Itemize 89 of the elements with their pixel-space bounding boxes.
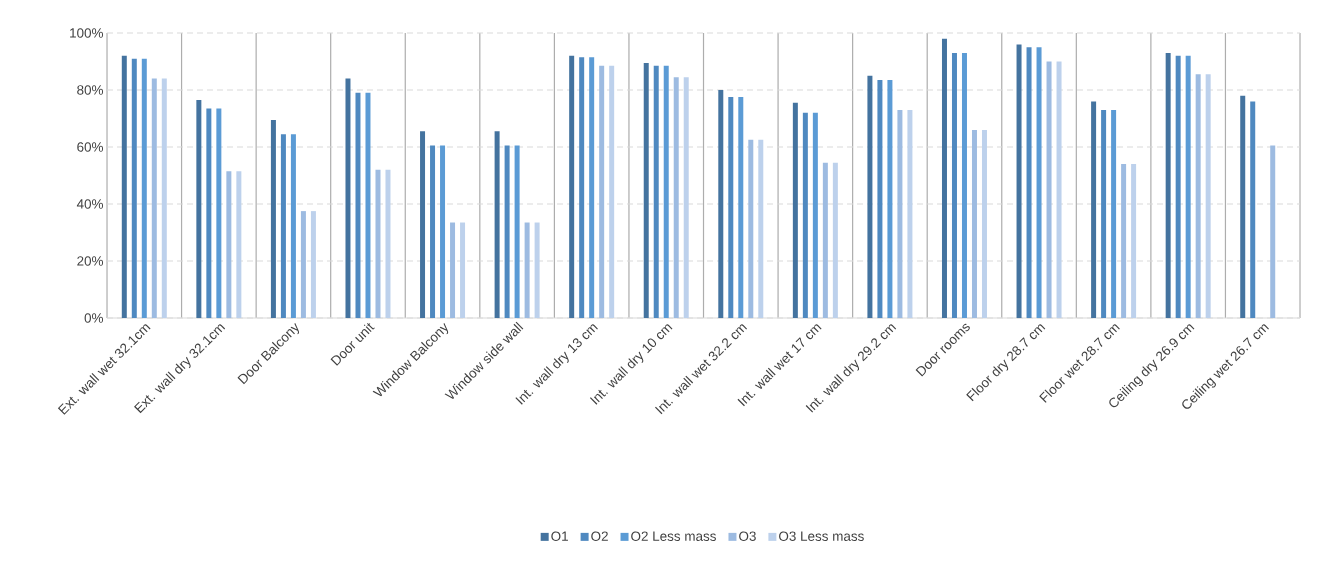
bar bbox=[887, 80, 893, 318]
bar bbox=[450, 222, 456, 318]
bar bbox=[440, 145, 446, 318]
bar bbox=[460, 222, 466, 318]
bar bbox=[1131, 164, 1137, 318]
bar bbox=[971, 129, 977, 318]
bar bbox=[151, 78, 157, 318]
bar bbox=[832, 162, 838, 318]
bar bbox=[430, 145, 436, 318]
bar bbox=[290, 134, 296, 318]
y-tick-label: 100% bbox=[70, 28, 104, 38]
bar bbox=[897, 109, 903, 318]
bar bbox=[738, 97, 744, 318]
bar bbox=[802, 112, 808, 318]
y-tick-label: 60% bbox=[77, 142, 104, 152]
bar bbox=[504, 145, 510, 318]
bar bbox=[141, 58, 147, 318]
bar bbox=[196, 99, 202, 318]
bar bbox=[226, 171, 232, 318]
bar bbox=[792, 102, 798, 318]
bar bbox=[365, 92, 371, 318]
bar bbox=[599, 65, 605, 318]
bar bbox=[1185, 55, 1191, 318]
bar bbox=[728, 97, 734, 318]
bar bbox=[981, 129, 987, 318]
bar bbox=[758, 139, 764, 318]
bar bbox=[345, 78, 351, 318]
bar bbox=[300, 211, 306, 318]
bar bbox=[951, 52, 957, 318]
bar bbox=[877, 80, 883, 318]
bar bbox=[822, 162, 828, 318]
bar bbox=[643, 62, 649, 318]
bar bbox=[270, 119, 276, 318]
bar bbox=[524, 222, 530, 318]
bar bbox=[1250, 101, 1256, 318]
bar bbox=[1175, 55, 1181, 318]
bar bbox=[1036, 47, 1042, 318]
y-tick-label: 80% bbox=[77, 85, 104, 95]
bar bbox=[609, 65, 615, 318]
bar bbox=[1046, 61, 1052, 318]
y-tick-label: 0% bbox=[84, 313, 104, 323]
bar bbox=[1270, 145, 1276, 318]
bar bbox=[589, 57, 595, 318]
bar bbox=[1195, 74, 1201, 318]
bar bbox=[161, 78, 167, 318]
y-tick-label: 20% bbox=[77, 256, 104, 266]
bar bbox=[961, 52, 967, 318]
bar bbox=[1205, 74, 1211, 318]
bar bbox=[131, 58, 137, 318]
bar bbox=[206, 108, 212, 318]
bar bbox=[121, 55, 127, 318]
bar bbox=[1111, 109, 1117, 318]
bar bbox=[1165, 52, 1171, 318]
bar bbox=[494, 131, 500, 318]
legend-label: O2 Less mass bbox=[631, 531, 716, 541]
bar bbox=[907, 109, 913, 318]
bar bbox=[534, 222, 540, 318]
bar bbox=[653, 65, 659, 318]
bar bbox=[420, 131, 426, 318]
bar bbox=[941, 38, 947, 318]
bar bbox=[812, 112, 818, 318]
bar bbox=[1091, 101, 1097, 318]
legend-label: O1 bbox=[551, 531, 568, 541]
bar bbox=[579, 57, 585, 318]
bar bbox=[1026, 47, 1032, 318]
bar bbox=[683, 77, 689, 318]
bar bbox=[569, 55, 575, 318]
legend-label: O2 bbox=[591, 531, 608, 541]
y-tick-label: 40% bbox=[76, 199, 104, 209]
bar bbox=[1101, 109, 1107, 318]
legend-label: O3 Less mass bbox=[779, 531, 864, 541]
bar bbox=[385, 169, 391, 318]
bar bbox=[718, 89, 724, 318]
bar bbox=[867, 75, 873, 318]
bar bbox=[1240, 95, 1246, 318]
bar bbox=[216, 108, 222, 318]
bar bbox=[748, 139, 754, 318]
bar bbox=[663, 65, 669, 318]
bar bbox=[673, 77, 679, 318]
bar bbox=[355, 92, 361, 318]
bar bbox=[1056, 61, 1062, 318]
bar bbox=[280, 134, 286, 318]
legend-label: O3 bbox=[739, 531, 756, 541]
bar bbox=[1121, 164, 1127, 318]
bar bbox=[1016, 44, 1022, 318]
bar bbox=[514, 145, 520, 318]
bar bbox=[375, 169, 381, 318]
bar bbox=[310, 211, 316, 318]
bar bbox=[236, 171, 242, 318]
